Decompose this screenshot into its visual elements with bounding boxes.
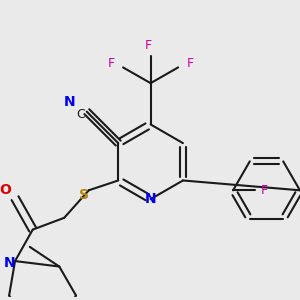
Text: F: F [261,184,268,197]
Text: F: F [108,57,115,70]
Text: F: F [186,57,194,70]
Text: S: S [79,188,89,202]
Text: N: N [63,95,75,109]
Text: N: N [3,256,15,270]
Text: N: N [145,192,156,206]
Text: O: O [0,183,11,197]
Text: C: C [76,108,85,121]
Text: F: F [145,39,152,52]
